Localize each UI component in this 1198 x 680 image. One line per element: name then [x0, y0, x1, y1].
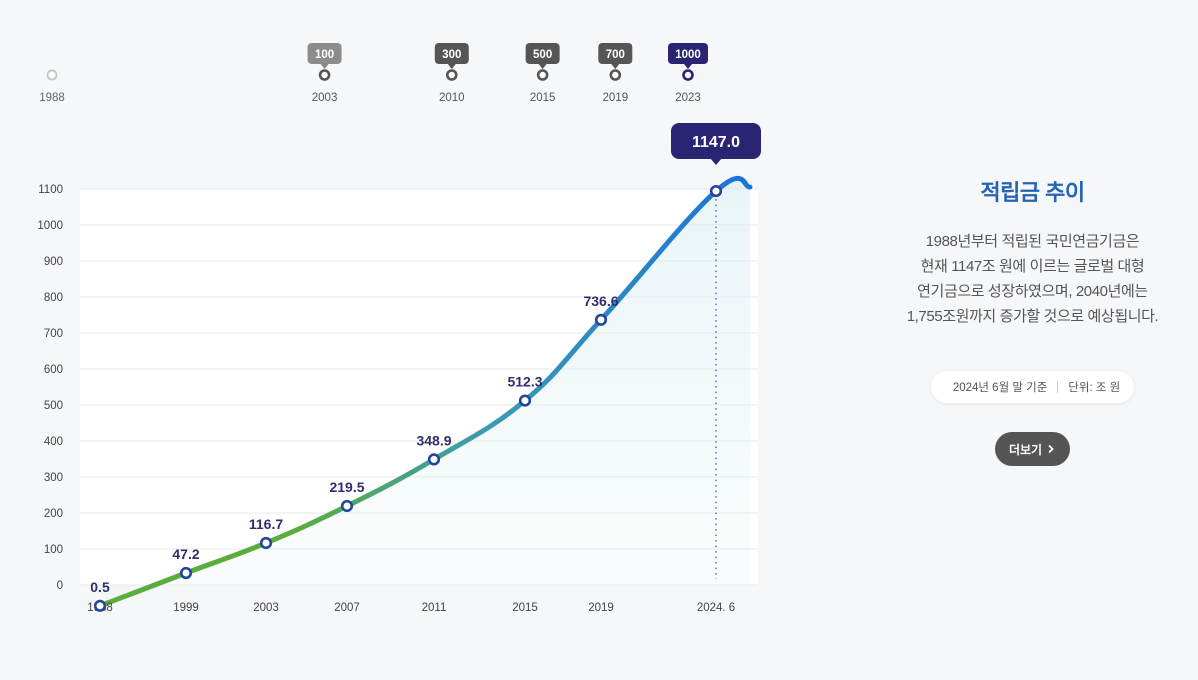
y-tick-label: 800 — [44, 292, 63, 304]
y-tick-label: 700 — [44, 328, 63, 340]
x-tick-label: 2015 — [512, 602, 538, 614]
info-panel: 적립금 추이 1988년부터 적립된 국민연금기금은 현재 1147조 원에 이… — [880, 175, 1185, 466]
series-line — [97, 175, 753, 609]
data-label: 736.6 — [583, 293, 618, 309]
x-tick-label: 2019 — [588, 602, 614, 614]
y-tick-label: 900 — [44, 256, 63, 268]
timeline-milestone: 700 2019 — [598, 43, 633, 104]
timeline-year-label: 2010 — [439, 92, 465, 104]
timeline-year-label: 2019 — [603, 92, 629, 104]
y-tick-label: 400 — [44, 436, 63, 448]
milestone-badge — [434, 43, 469, 64]
timeline-year-label: 2023 — [675, 92, 701, 104]
x-tick-label: 2003 — [253, 602, 279, 614]
milestone-badge — [307, 43, 342, 64]
y-tick-label: 300 — [44, 472, 63, 484]
milestone-badge-pointer — [684, 64, 692, 69]
y-tick-label: 600 — [44, 364, 63, 376]
timeline: 1988 100 2003 300 2010 500 2015 700 2019 1000 2023 — [39, 43, 752, 104]
x-tick-label: 2024. 6 — [697, 602, 735, 614]
milestone-badge — [598, 43, 633, 64]
milestone-value: 300 — [442, 49, 461, 61]
basis-date: 2024년 6월 말 기준 — [952, 382, 1048, 394]
data-point — [427, 453, 441, 466]
timeline-year-label: 1988 — [39, 92, 65, 104]
y-tick-label: 500 — [44, 400, 63, 412]
y-tick-label: 1100 — [38, 184, 63, 196]
chevron-right-icon — [1048, 444, 1054, 454]
data-point — [594, 313, 608, 326]
milestone-dot — [609, 69, 622, 81]
data-point — [93, 599, 107, 612]
info-title: 적립금 추이 — [980, 180, 1085, 205]
timeline-milestone: 300 2010 — [434, 43, 469, 104]
more-button[interactable]: 더보기 — [994, 432, 1071, 466]
data-label: 0.5 — [90, 579, 110, 595]
data-label: 47.2 — [172, 546, 199, 562]
pill-divider — [1057, 381, 1059, 393]
timeline-start-dot — [46, 69, 58, 81]
y-tick-label: 200 — [44, 508, 63, 520]
timeline-milestone: 1000 2023 — [668, 43, 708, 104]
timeline-milestone: 500 2015 — [525, 43, 560, 104]
info-desc-line: 현재 1147조 원에 이르는 글로벌 대형 — [920, 258, 1145, 275]
milestone-dot — [445, 69, 458, 81]
data-label: 219.5 — [329, 479, 364, 495]
info-description: 1988년부터 적립된 국민연금기금은 현재 1147조 원에 이르는 글로벌 … — [880, 229, 1185, 329]
data-label: 348.9 — [416, 432, 451, 448]
milestone-value: 1000 — [675, 49, 701, 61]
milestone-badge-pointer — [320, 64, 329, 69]
milestone-dot — [682, 69, 694, 81]
timeline-milestone: 100 2003 — [307, 43, 342, 104]
x-tick-label: 2011 — [422, 602, 447, 614]
data-label: 512.3 — [507, 374, 542, 390]
basis-unit-pill: 2024년 6월 말 기준 단위: 조 원 — [930, 371, 1135, 403]
timeline-year-label: 2003 — [312, 92, 338, 104]
y-tick-label: 0 — [57, 580, 63, 592]
milestone-dot — [536, 69, 549, 81]
more-button-label: 더보기 — [1008, 442, 1043, 457]
milestone-badge — [525, 43, 560, 64]
y-tick-label: 1000 — [37, 220, 63, 232]
latest-value-label: 1147.0 — [692, 134, 740, 151]
milestone-badge-pointer — [447, 64, 456, 69]
y-tick-label: 100 — [44, 544, 63, 556]
milestone-value: 700 — [606, 49, 625, 61]
unit-label: 단위: 조 원 — [1068, 382, 1121, 394]
area-fill — [100, 178, 750, 606]
data-point — [340, 499, 354, 513]
x-tick-label: 2007 — [334, 602, 360, 614]
milestone-dot — [318, 69, 331, 81]
latest-value-callout — [671, 123, 761, 159]
info-desc-line: 1,755조원까지 증가할 것으로 예상됩니다. — [906, 308, 1159, 325]
data-point — [259, 536, 273, 550]
timeline-year-label: 2015 — [530, 92, 556, 104]
milestone-value: 100 — [315, 49, 334, 61]
info-desc-line: 연기금으로 성장하였으며, 2040년에는 — [917, 283, 1148, 300]
data-point — [179, 566, 193, 580]
data-label: 116.7 — [249, 516, 283, 532]
milestone-badge-pointer — [538, 64, 547, 69]
accumulation-chart: 0100200300400500600700800900100011001988… — [37, 123, 761, 614]
milestone-value: 500 — [533, 49, 552, 61]
info-desc-line: 1988년부터 적립된 국민연금기금은 — [925, 233, 1140, 250]
x-tick-label: 1999 — [173, 602, 199, 614]
data-point — [518, 394, 532, 407]
milestone-badge — [668, 43, 708, 64]
milestone-badge-pointer — [611, 64, 620, 69]
callout-pointer — [710, 158, 722, 165]
data-point — [709, 184, 723, 198]
